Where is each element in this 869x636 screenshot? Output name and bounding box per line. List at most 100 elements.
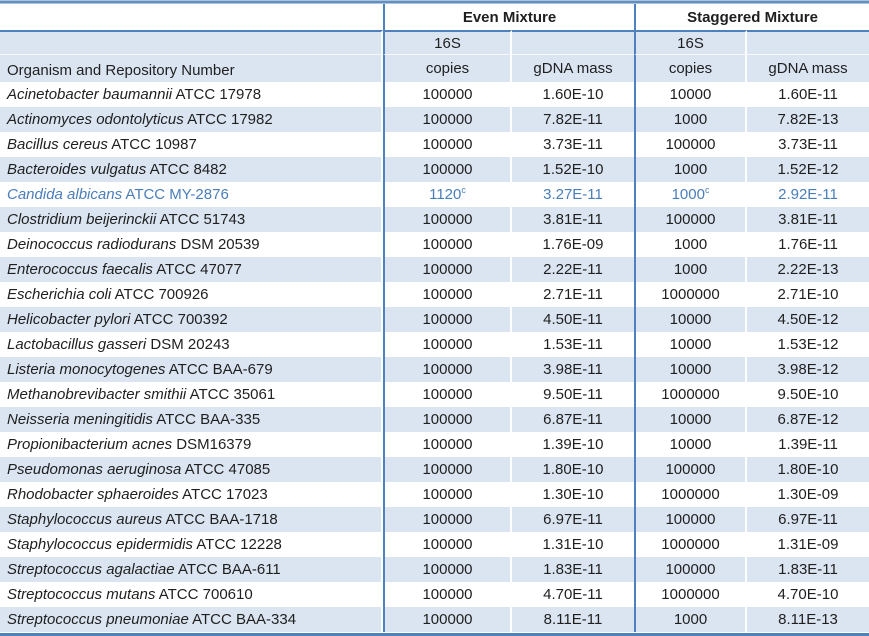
organism-column-header: Organism and Repository Number xyxy=(0,54,383,82)
organism-cell: Candida albicans ATCC MY-2876 xyxy=(0,182,383,207)
staggered-copies-cell: 10000 xyxy=(634,357,747,382)
staggered-copies-cell: 100000 xyxy=(634,507,747,532)
organism-cell: Neisseria meningitidis ATCC BAA-335 xyxy=(0,407,383,432)
staggered-gdna-cell: 6.87E-12 xyxy=(747,407,869,432)
staggered-copies-cell-value: 1000000 xyxy=(661,536,720,553)
staggered-copies-cell: 1000000 xyxy=(634,482,747,507)
staggered-gdna-cell: 1.39E-11 xyxy=(747,432,869,457)
staggered-gdna-cell: 8.11E-13 xyxy=(747,607,869,632)
staggered-gdna-cell-value: 9.50E-10 xyxy=(777,386,839,403)
table-row: Acinetobacter baumannii ATCC 17978 100000… xyxy=(0,82,869,107)
even-gdna-cell-value: 3.27E-11 xyxy=(543,186,603,203)
staggered-copies-cell: 1000 xyxy=(634,607,747,632)
staggered-gdna-header: gDNA mass xyxy=(747,54,869,82)
table-row: Rhodobacter sphaeroides ATCC 17023 100000… xyxy=(0,482,869,507)
staggered-gdna-cell-value: 1.80E-10 xyxy=(777,461,839,478)
staggered-gdna-cell-value: 7.82E-13 xyxy=(777,111,839,128)
staggered-gdna-cell: 1.30E-09 xyxy=(747,482,869,507)
footnote-marker: c xyxy=(461,185,466,195)
table-body: Acinetobacter baumannii ATCC 17978 100000… xyxy=(0,82,869,632)
staggered-copies-cell: 100000 xyxy=(634,457,747,482)
even-gdna-cell: 1.83E-11 xyxy=(512,557,634,582)
staggered-gdna-cell: 3.81E-11 xyxy=(747,207,869,232)
even-gdna-cell-value: 9.50E-11 xyxy=(543,386,603,403)
staggered-gdna-cell-value: 1.60E-11 xyxy=(778,86,838,103)
even-copies-cell-value: 100000 xyxy=(422,311,473,328)
staggered-gdna-cell: 1.60E-11 xyxy=(747,82,869,107)
staggered-gdna-cell-value: 1.30E-09 xyxy=(777,486,839,503)
staggered-copies-header: copies xyxy=(634,54,747,82)
organism-cell: Deinococcus radiodurans DSM 20539 xyxy=(0,232,383,257)
repository-number: ATCC 35061 xyxy=(189,386,276,403)
organism-cell: Lactobacillus gasseri DSM 20243 xyxy=(0,332,383,357)
repository-number: ATCC 700926 xyxy=(114,286,209,303)
organism-cell: Bacillus cereus ATCC 10987 xyxy=(0,132,383,157)
staggered-gdna-cell-value: 4.70E-10 xyxy=(777,586,839,603)
staggered-copies-cell: 1000000 xyxy=(634,532,747,557)
repository-number: DSM 20539 xyxy=(180,236,260,253)
organism-name: Deinococcus radiodurans xyxy=(7,236,177,253)
even-copies-cell: 100000 xyxy=(383,532,512,557)
even-gdna-cell-value: 3.98E-11 xyxy=(543,361,603,378)
even-gdna-cell-value: 8.11E-11 xyxy=(543,611,603,628)
table-row: Staphylococcus aureus ATCC BAA-1718 10000… xyxy=(0,507,869,532)
staggered-copies-cell-value: 100000 xyxy=(665,561,716,578)
staggered-gdna-cell: 1.83E-11 xyxy=(747,557,869,582)
even-gdna-cell: 1.53E-11 xyxy=(512,332,634,357)
even-gdna-cell-value: 1.31E-10 xyxy=(542,536,604,553)
repository-number: DSM16379 xyxy=(176,436,252,453)
table-row: Propionibacterium acnes DSM16379 100000 1.… xyxy=(0,432,869,457)
even-gdna-cell-value: 6.97E-11 xyxy=(543,511,603,528)
repository-number: ATCC MY-2876 xyxy=(125,186,229,203)
even-copies-cell: 100000 xyxy=(383,557,512,582)
staggered-mixture-header: Staggered Mixture xyxy=(634,4,869,30)
staggered-copies-cell: 1000 xyxy=(634,257,747,282)
table-row: Bacteroides vulgatus ATCC 8482 100000 1.52… xyxy=(0,157,869,182)
table-row: Lactobacillus gasseri DSM 20243 100000 1.5… xyxy=(0,332,869,357)
staggered-copies-cell-value: 1000000 xyxy=(661,386,720,403)
table-row: Streptococcus mutans ATCC 700610 100000 4.… xyxy=(0,582,869,607)
staggered-gdna-cell: 4.70E-10 xyxy=(747,582,869,607)
repository-number: ATCC 700392 xyxy=(133,311,228,328)
staggered-copies-cell-value: 10000 xyxy=(669,411,712,428)
even-gdna-cell: 1.60E-10 xyxy=(512,82,634,107)
even-copies-header: copies xyxy=(383,54,512,82)
even-copies-cell-value: 100000 xyxy=(422,361,473,378)
repository-number: ATCC 17978 xyxy=(175,86,262,103)
even-gdna-cell: 3.98E-11 xyxy=(512,357,634,382)
even-gdna-cell-value: 6.87E-11 xyxy=(543,411,603,428)
organism-name: Escherichia coli xyxy=(7,286,112,303)
even-copies-cell: 100000 xyxy=(383,107,512,132)
staggered-copies-cell: 10000 xyxy=(634,307,747,332)
even-copies-cell-value: 100000 xyxy=(422,436,473,453)
organism-header-spacer xyxy=(0,30,383,54)
subheader-row-16s: 16S 16S xyxy=(0,30,869,54)
staggered-copies-cell-value: 1000 xyxy=(673,111,708,128)
footnote-marker: c xyxy=(704,185,710,195)
even-copies-cell-value: 100000 xyxy=(422,261,473,278)
even-gdna-cell-value: 4.70E-11 xyxy=(543,586,603,603)
staggered-copies-cell: 1000 xyxy=(634,157,747,182)
staggered-copies-cell: 1000000 xyxy=(634,382,747,407)
table-row: Pseudomonas aeruginosa ATCC 47085 100000 1… xyxy=(0,457,869,482)
even-copies-cell: 100000 xyxy=(383,432,512,457)
staggered-gdna-cell: 2.92E-11 xyxy=(747,182,869,207)
even-16s-label: 16S xyxy=(383,30,512,54)
organism-name: Lactobacillus gasseri xyxy=(7,336,147,353)
repository-number: DSM 20243 xyxy=(150,336,230,353)
repository-number: ATCC 47085 xyxy=(184,461,271,478)
table-row: Enterococcus faecalis ATCC 47077 100000 2.… xyxy=(0,257,869,282)
organism-cell: Clostridium beijerinckii ATCC 51743 xyxy=(0,207,383,232)
even-copies-cell: 1120c xyxy=(383,182,512,207)
table-row: Helicobacter pylori ATCC 700392 100000 4.5… xyxy=(0,307,869,332)
table-row: Streptococcus pneumoniae ATCC BAA-334 100… xyxy=(0,607,869,632)
organism-name: Neisseria meningitidis xyxy=(7,411,153,428)
even-gdna-cell-value: 3.81E-11 xyxy=(543,211,603,228)
even-copies-cell-value: 100000 xyxy=(422,486,473,503)
staggered-gdna-cell-value: 1.83E-11 xyxy=(778,561,838,578)
staggered-copies-cell-value: 1000000 xyxy=(661,586,720,603)
organism-name: Bacteroides vulgatus xyxy=(7,161,147,178)
organism-name: Rhodobacter sphaeroides xyxy=(7,486,179,503)
even-gdna-cell: 6.87E-11 xyxy=(512,407,634,432)
even-gdna-cell: 4.70E-11 xyxy=(512,582,634,607)
